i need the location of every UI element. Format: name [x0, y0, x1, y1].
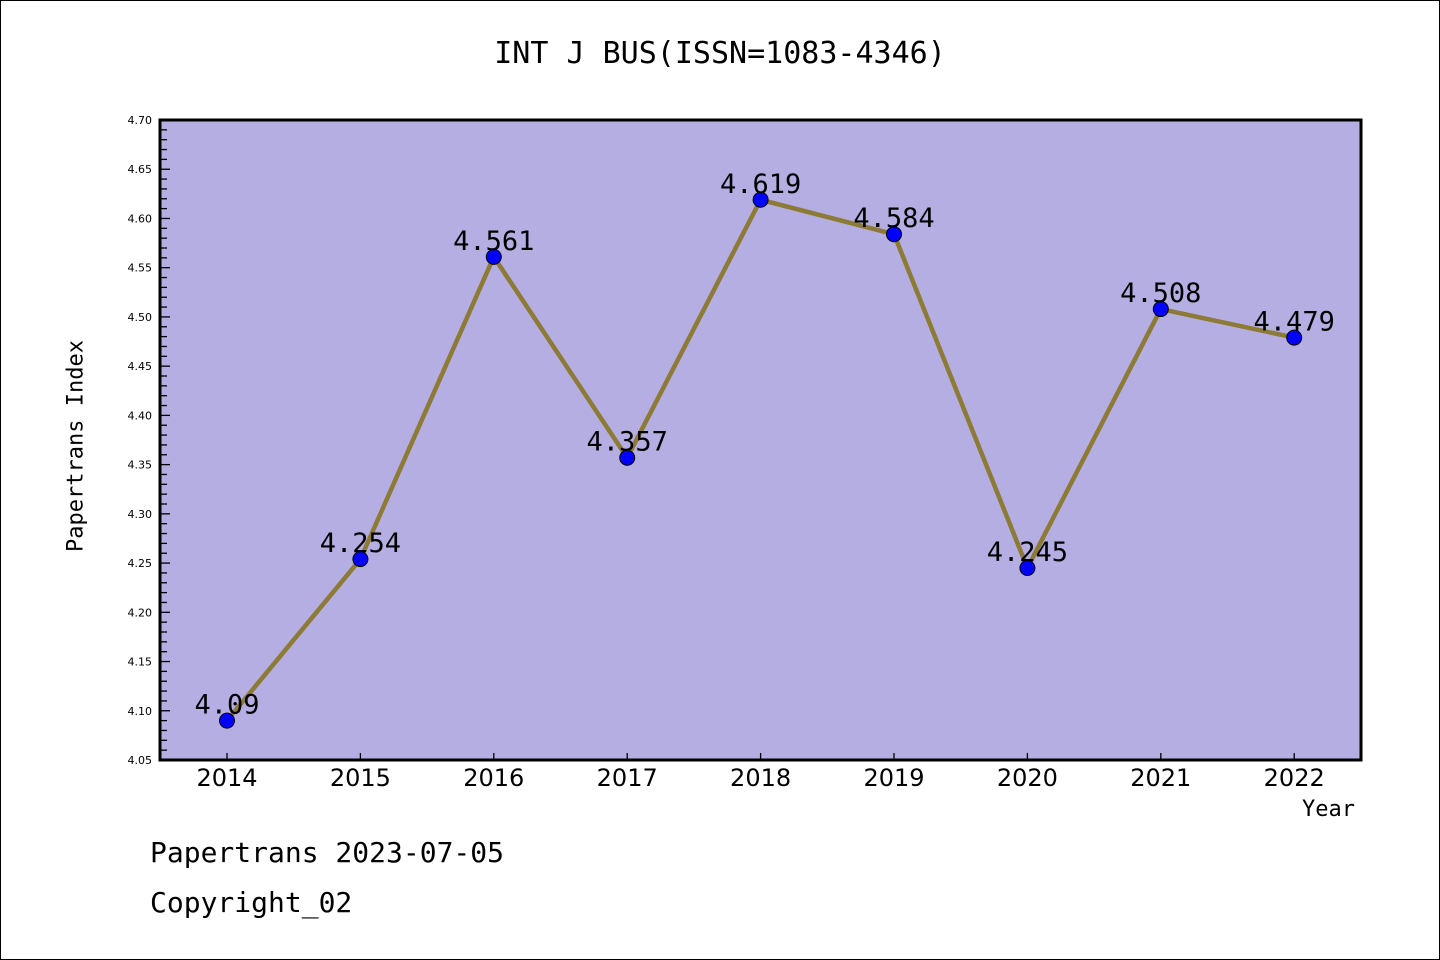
data-label: 4.09	[194, 690, 259, 721]
data-label: 4.561	[453, 226, 534, 257]
y-tick-label: 4.55	[128, 262, 153, 275]
data-label: 4.584	[853, 203, 934, 234]
data-label: 4.479	[1254, 307, 1335, 338]
data-point	[352, 551, 369, 568]
plot-border	[158, 118, 1363, 762]
y-tick-label: 4.25	[128, 557, 153, 570]
y-tick-label: 4.30	[128, 508, 153, 521]
plot-area	[160, 120, 1361, 760]
data-label: 4.254	[320, 528, 401, 559]
y-tick-label: 4.60	[128, 212, 153, 225]
data-label: 4.508	[1120, 278, 1201, 309]
y-tick-label: 4.10	[128, 705, 153, 718]
data-point	[1019, 560, 1036, 576]
y-tick-label: 4.15	[128, 656, 153, 669]
y-tick-label: 4.20	[128, 606, 153, 619]
y-tick-label: 4.65	[128, 163, 153, 176]
y-tick-label: 4.05	[128, 754, 153, 767]
data-label: 4.245	[987, 537, 1068, 568]
x-tick-label: 2020	[997, 764, 1058, 792]
x-tick-label: 2019	[863, 764, 924, 792]
data-point	[619, 449, 636, 466]
x-tick-label: 2016	[463, 764, 524, 792]
y-tick-label: 4.40	[128, 409, 153, 422]
x-tick-label: 2018	[730, 764, 791, 792]
x-tick-label: 2017	[597, 764, 658, 792]
data-label: 4.357	[587, 427, 668, 458]
y-tick-label: 4.70	[128, 114, 153, 127]
data-point	[485, 248, 502, 265]
data-point	[1152, 301, 1169, 318]
data-label: 4.619	[720, 169, 801, 200]
data-point	[752, 191, 769, 208]
y-tick-label: 4.50	[128, 311, 153, 324]
y-tick-label: 4.35	[128, 459, 153, 472]
footer-date: Papertrans 2023-07-05	[150, 836, 505, 869]
x-tick-label: 2022	[1264, 764, 1325, 792]
data-point	[219, 712, 235, 729]
data-point	[886, 226, 902, 243]
chart-title: INT J BUS(ISSN=1083-4346)	[494, 36, 946, 71]
x-axis-label: Year	[1302, 797, 1355, 822]
data-point	[1286, 329, 1303, 346]
y-tick-label: 4.45	[128, 360, 153, 373]
x-tick-label: 2021	[1130, 764, 1191, 792]
x-tick-label: 2015	[330, 764, 391, 792]
x-tick-label: 2014	[196, 764, 257, 792]
footer-copyright: Copyright_02	[150, 886, 353, 919]
